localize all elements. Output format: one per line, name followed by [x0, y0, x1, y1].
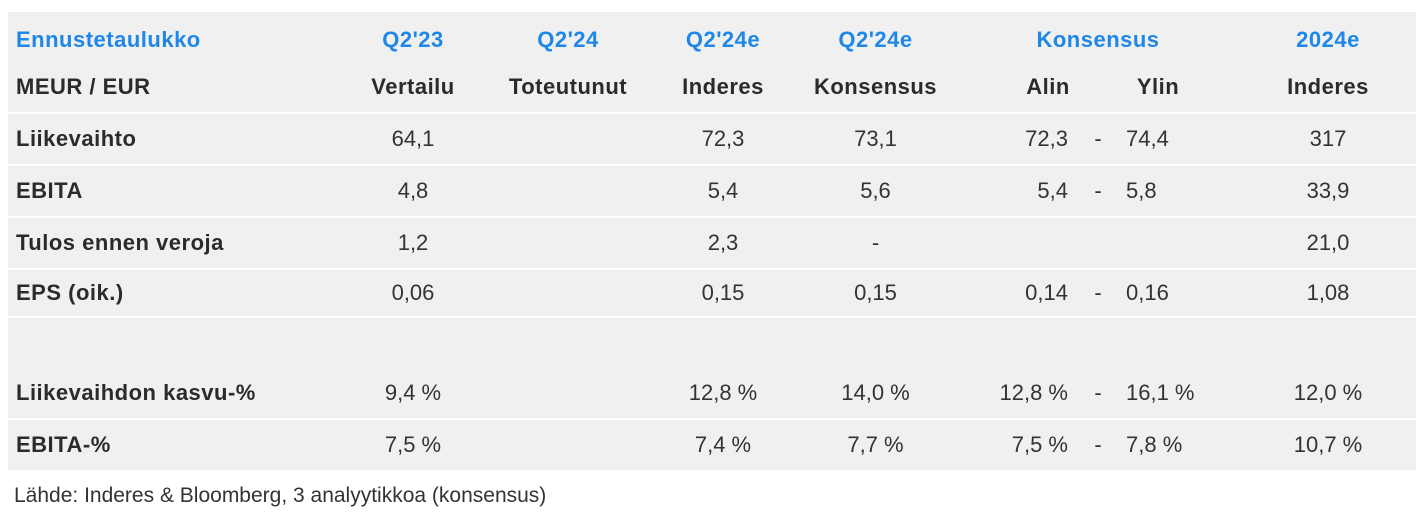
cell-q223: 7,5 %	[384, 432, 442, 457]
cell-q223: 0,06	[391, 280, 435, 305]
table-row: Tulos ennen veroja 1,2 2,3 - 21,0	[8, 218, 1416, 268]
cell-low	[968, 218, 1068, 268]
col-header-consensus-range: Konsensus	[1036, 27, 1160, 52]
col-sub-alin: Alin	[1026, 74, 1070, 99]
cell-q224	[488, 420, 648, 470]
cell-low: 0,14	[1025, 280, 1068, 305]
table-row: EBITA 4,8 5,4 5,6 5,4 - 5,8 33,9	[8, 166, 1416, 216]
cell-high: 0,16	[1126, 280, 1169, 305]
table-row: Liikevaihto 64,1 72,3 73,1 72,3 - 74,4 3…	[8, 114, 1416, 164]
col-header-q224e-consensus: Q2'24e	[838, 27, 913, 52]
source-note: Lähde: Inderes & Bloomberg, 3 analyytikk…	[14, 484, 547, 507]
cell-inderes: 0,15	[701, 280, 745, 305]
cell-2024e: 12,0 %	[1293, 380, 1363, 405]
cell-high: 74,4	[1126, 126, 1169, 151]
cell-2024e: 317	[1309, 126, 1347, 151]
cell-q223: 64,1	[391, 126, 435, 151]
cell-q224	[488, 368, 648, 418]
row-label: Liikevaihdon kasvu-%	[16, 380, 256, 405]
cell-consensus: 0,15	[854, 280, 897, 305]
table-title: Ennustetaulukko	[16, 27, 201, 52]
forecast-table: Ennustetaulukko Q2'23 Q2'24 Q2'24e Q2'24…	[8, 12, 1416, 470]
cell-range-dash: -	[1094, 380, 1102, 405]
divider	[8, 316, 1416, 318]
cell-consensus: 7,7 %	[847, 432, 904, 457]
col-header-q224e-inderes: Q2'24e	[685, 27, 761, 52]
col-sub-2024e-inderes: Inderes	[1287, 74, 1369, 99]
cell-low: 5,4	[1037, 178, 1068, 203]
unit-label: MEUR / EUR	[16, 74, 151, 99]
col-header-q224: Q2'24	[537, 27, 599, 52]
cell-inderes: 7,4 %	[694, 432, 752, 457]
cell-consensus: -	[871, 230, 880, 255]
divider	[8, 112, 1416, 114]
row-label: EBITA-%	[16, 432, 111, 457]
cell-2024e: 10,7 %	[1293, 432, 1363, 457]
cell-inderes: 2,3	[707, 230, 739, 255]
cell-range-dash: -	[1094, 126, 1102, 151]
cell-2024e: 21,0	[1306, 230, 1350, 255]
cell-q223: 4,8	[397, 178, 429, 203]
cell-inderes: 5,4	[707, 178, 739, 203]
cell-q224	[488, 166, 648, 216]
cell-2024e: 33,9	[1306, 178, 1350, 203]
header-row-sources: MEUR / EUR Vertailu Toteutunut Inderes K…	[8, 66, 1416, 108]
row-label: EBITA	[16, 178, 83, 203]
cell-range-dash: -	[1094, 280, 1102, 305]
col-sub-vertailu: Vertailu	[371, 74, 455, 99]
cell-high: 7,8 %	[1126, 432, 1183, 457]
cell-q223: 9,4 %	[384, 380, 442, 405]
cell-inderes: 72,3	[701, 126, 745, 151]
cell-2024e: 1,08	[1306, 280, 1350, 305]
cell-q224	[488, 218, 648, 268]
col-sub-ylin: Ylin	[1136, 74, 1180, 99]
row-label: EPS (oik.)	[16, 280, 124, 305]
cell-high	[1126, 218, 1226, 268]
table-row: EPS (oik.) 0,06 0,15 0,15 0,14 - 0,16 1,…	[8, 270, 1416, 316]
divider	[8, 216, 1416, 218]
cell-consensus: 5,6	[860, 178, 891, 203]
cell-q224	[488, 270, 648, 316]
table-row: Liikevaihdon kasvu-% 9,4 % 12,8 % 14,0 %…	[8, 368, 1416, 418]
col-header-q223: Q2'23	[382, 27, 444, 52]
cell-low: 12,8 %	[999, 380, 1069, 405]
col-sub-inderes: Inderes	[682, 74, 764, 99]
cell-range-dash: -	[1094, 432, 1102, 457]
col-sub-toteutunut: Toteutunut	[508, 74, 628, 99]
cell-consensus: 14,0 %	[841, 380, 910, 405]
col-header-2024e: 2024e	[1296, 27, 1360, 52]
cell-high: 16,1 %	[1126, 380, 1195, 405]
table-row: EBITA-% 7,5 % 7,4 % 7,7 % 7,5 % - 7,8 % …	[8, 420, 1416, 470]
col-sub-konsensus: Konsensus	[813, 74, 938, 99]
cell-high: 5,8	[1126, 178, 1157, 203]
cell-range-dash	[1088, 218, 1108, 268]
divider	[8, 418, 1416, 420]
row-label: Tulos ennen veroja	[16, 230, 224, 255]
cell-range-dash: -	[1094, 178, 1102, 203]
header-row-periods: Ennustetaulukko Q2'23 Q2'24 Q2'24e Q2'24…	[8, 20, 1416, 60]
cell-q223: 1,2	[397, 230, 429, 255]
divider	[8, 268, 1416, 270]
cell-consensus: 73,1	[854, 126, 897, 151]
cell-low: 7,5 %	[1011, 432, 1068, 457]
divider	[8, 164, 1416, 166]
row-label: Liikevaihto	[16, 126, 137, 151]
cell-low: 72,3	[1025, 126, 1068, 151]
cell-q224	[488, 114, 648, 164]
cell-inderes: 12,8 %	[688, 380, 758, 405]
